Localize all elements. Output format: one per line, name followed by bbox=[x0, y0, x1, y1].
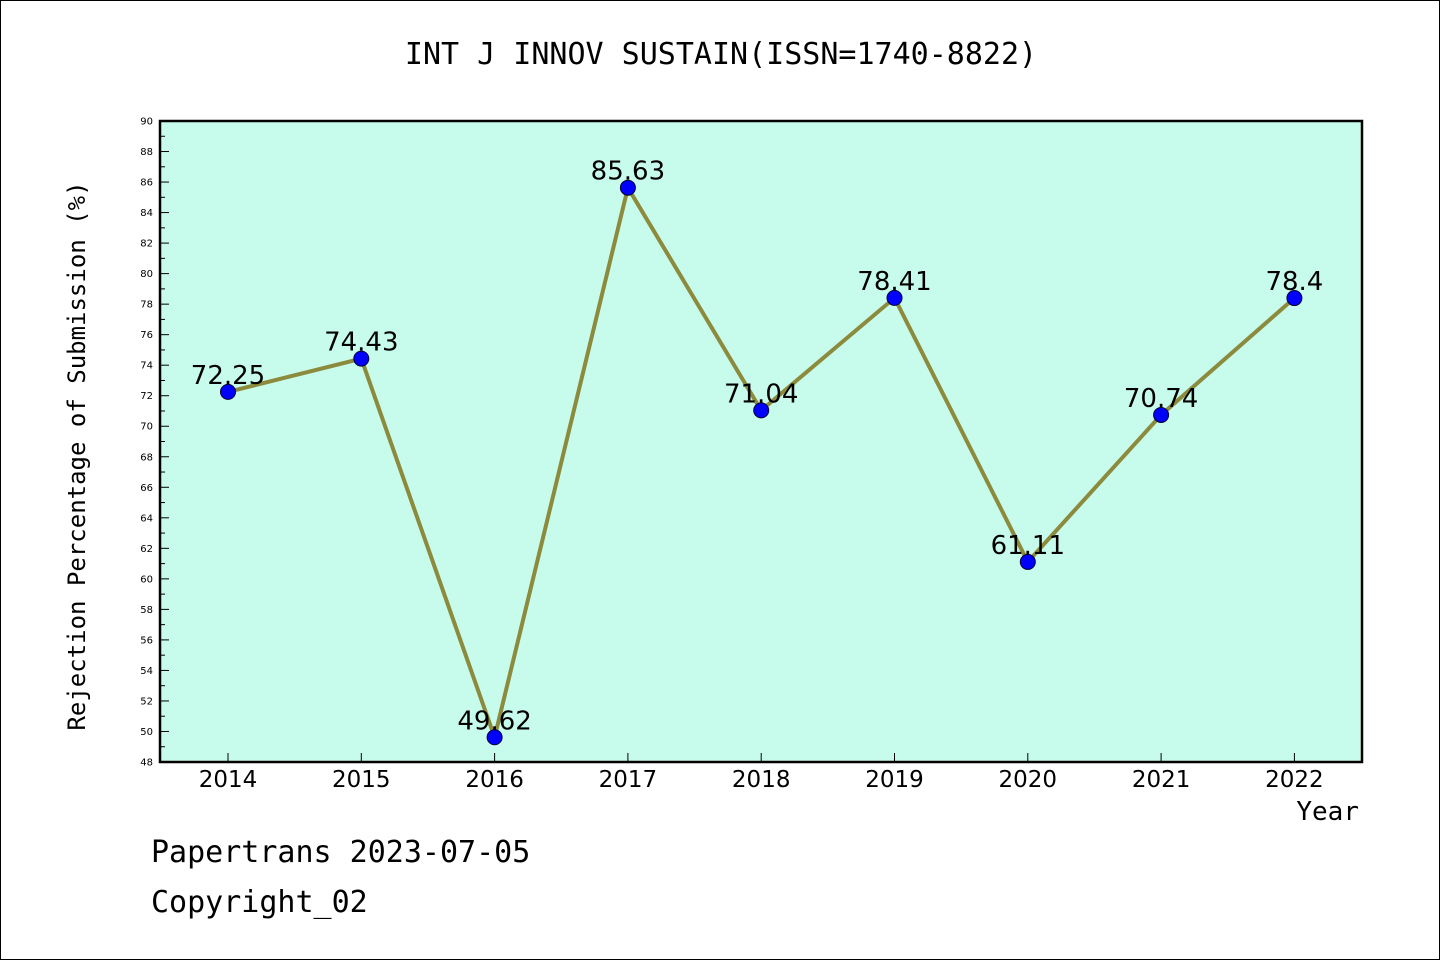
x-tick-label: 2022 bbox=[1265, 767, 1324, 793]
data-point bbox=[1019, 553, 1036, 570]
data-point bbox=[1286, 290, 1303, 307]
y-tick-label: 68 bbox=[140, 452, 153, 463]
x-axis-label: Year bbox=[1296, 797, 1359, 827]
y-tick-label: 58 bbox=[140, 605, 153, 616]
y-axis-label: Rejection Percentage of Submission (%) bbox=[63, 181, 91, 731]
y-tick-label: 52 bbox=[140, 696, 153, 707]
y-tick-label: 82 bbox=[140, 239, 153, 250]
y-tick-label: 84 bbox=[140, 208, 153, 219]
x-tick-label: 2018 bbox=[732, 767, 791, 793]
x-tick-label: 2021 bbox=[1132, 767, 1191, 793]
y-tick-label: 64 bbox=[140, 513, 153, 524]
y-tick-label: 78 bbox=[140, 300, 153, 311]
data-point bbox=[486, 729, 503, 746]
y-tick-label: 76 bbox=[140, 330, 153, 341]
y-tick-label: 74 bbox=[140, 361, 153, 372]
y-tick-label: 90 bbox=[140, 117, 153, 128]
x-tick-label: 2016 bbox=[465, 767, 524, 793]
footer-date: Papertrans 2023-07-05 bbox=[151, 835, 531, 870]
footer-copyright: Copyright_02 bbox=[151, 885, 368, 920]
y-tick-label: 88 bbox=[140, 147, 153, 158]
y-tick-label: 62 bbox=[140, 544, 153, 555]
data-point bbox=[753, 402, 770, 419]
y-tick-label: 60 bbox=[140, 574, 153, 585]
y-tick-label: 70 bbox=[140, 422, 153, 433]
x-tick-label: 2014 bbox=[199, 767, 258, 793]
y-tick-label: 72 bbox=[140, 391, 153, 402]
chart-title: INT J INNOV SUSTAIN(ISSN=1740-8822) bbox=[404, 37, 1038, 72]
plot-frame bbox=[158, 119, 1364, 764]
y-tick-label: 50 bbox=[140, 727, 153, 738]
y-tick-label: 86 bbox=[140, 178, 153, 189]
plot-area bbox=[160, 121, 1362, 762]
x-tick-label: 2017 bbox=[599, 767, 658, 793]
x-tick-label: 2019 bbox=[865, 767, 924, 793]
x-tick-label: 2015 bbox=[332, 767, 391, 793]
y-tick-label: 80 bbox=[140, 269, 153, 280]
y-tick-label: 66 bbox=[140, 483, 153, 494]
y-tick-label: 56 bbox=[140, 635, 153, 646]
data-point bbox=[1153, 406, 1170, 423]
data-point bbox=[353, 350, 370, 367]
data-point bbox=[886, 289, 903, 306]
data-point bbox=[220, 383, 236, 400]
x-tick-label: 2020 bbox=[999, 767, 1058, 793]
y-tick-label: 48 bbox=[140, 758, 153, 769]
data-point bbox=[619, 179, 636, 196]
y-tick-label: 54 bbox=[140, 666, 153, 677]
